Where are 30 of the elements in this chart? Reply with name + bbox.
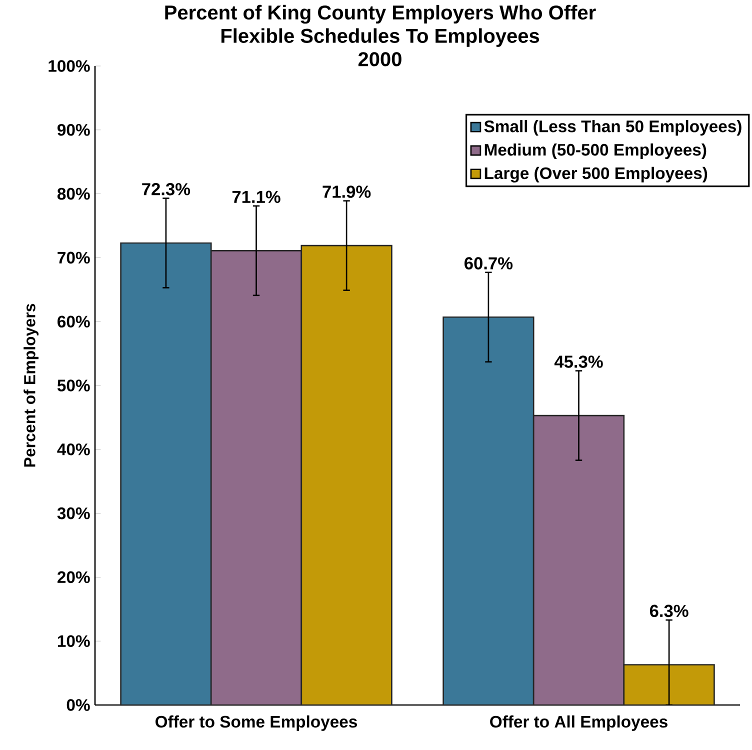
x-tick-label: Offer to Some Employees: [156, 715, 357, 731]
y-axis-title: Percent of Employers: [24, 304, 39, 467]
y-tick-label: 30%: [57, 507, 90, 520]
legend-label: Small (Less Than 50 Employees): [484, 120, 742, 136]
legend-label: Medium (50-500 Employees): [484, 143, 706, 159]
y-tick-label: 80%: [57, 188, 90, 200]
data-label: 71.1%: [232, 190, 280, 203]
data-label: 71.9%: [322, 186, 371, 198]
y-tick-label: 20%: [58, 571, 90, 584]
data-label: 6.3%: [650, 604, 688, 618]
bar: [300, 244, 392, 705]
bar: [623, 664, 715, 705]
data-label: 72.3%: [142, 183, 190, 196]
bar: [120, 242, 212, 705]
x-tick-label: Offer to All Employees: [490, 715, 668, 731]
data-label: 60.7%: [464, 257, 513, 270]
chart-title: Percent of King County Employers Who Offer Flexible Schedules To Employees 2000: [165, 4, 596, 66]
y-tick-label: 0%: [66, 699, 90, 711]
y-tick-label: 60%: [58, 316, 90, 328]
y-tick-label: 90%: [58, 124, 90, 136]
y-tick-label: 100%: [48, 60, 90, 72]
bar: [210, 250, 302, 705]
y-tick-label: 10%: [58, 635, 90, 648]
y-tick-label: 70%: [58, 252, 90, 264]
bar: [532, 414, 625, 705]
y-tick-label: 40%: [57, 444, 90, 456]
data-label: 45.3%: [554, 356, 603, 368]
legend-label: Large (Over 500 Employees): [484, 166, 708, 182]
bar: [442, 316, 534, 705]
y-tick-label: 50%: [57, 380, 90, 392]
